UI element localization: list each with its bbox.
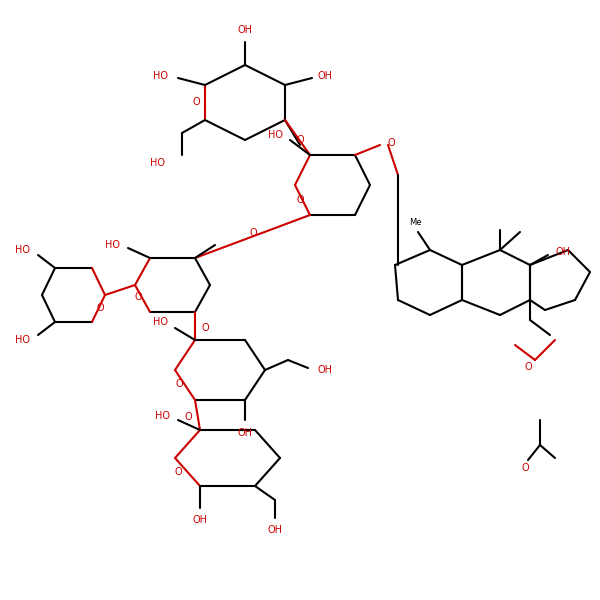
Text: OH: OH	[268, 525, 283, 535]
Text: O: O	[184, 412, 192, 422]
Text: OH: OH	[318, 365, 333, 375]
Text: HO: HO	[15, 245, 30, 255]
Text: HO: HO	[153, 317, 168, 327]
Text: HO: HO	[15, 335, 30, 345]
Text: O: O	[296, 195, 304, 205]
Text: HO: HO	[268, 130, 283, 140]
Text: OH: OH	[193, 515, 208, 525]
Text: O: O	[96, 303, 104, 313]
Text: O: O	[193, 97, 200, 107]
Text: HO: HO	[150, 158, 165, 168]
Text: HO: HO	[153, 71, 168, 81]
Text: OH: OH	[556, 247, 571, 257]
Text: O: O	[175, 379, 183, 389]
Text: HO: HO	[105, 240, 120, 250]
Text: HO: HO	[155, 411, 170, 421]
Text: O: O	[134, 292, 142, 302]
Text: OH: OH	[238, 25, 253, 35]
Text: Me: Me	[409, 218, 421, 227]
Text: OH: OH	[238, 428, 253, 438]
Text: O: O	[524, 362, 532, 372]
Text: O: O	[296, 135, 304, 145]
Text: O: O	[249, 228, 257, 238]
Text: OH: OH	[318, 71, 333, 81]
Text: O: O	[174, 467, 182, 477]
Text: O: O	[521, 463, 529, 473]
Text: O: O	[202, 323, 209, 333]
Text: O: O	[388, 138, 395, 148]
